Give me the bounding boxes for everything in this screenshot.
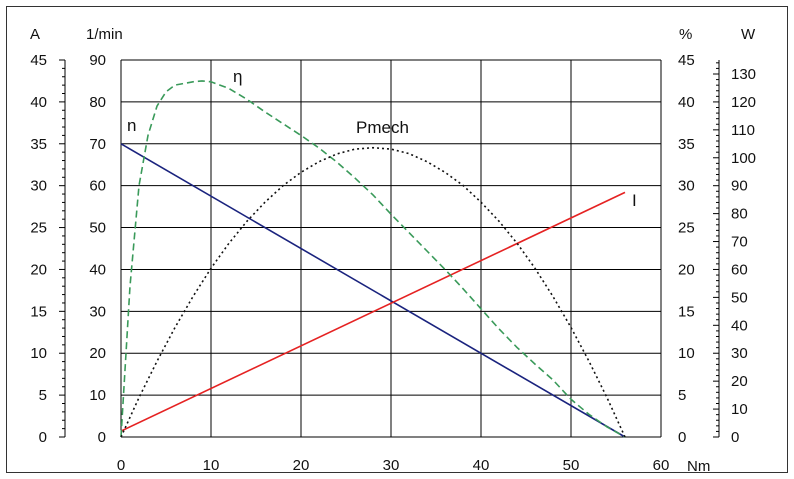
current-tick-label: 25 xyxy=(30,220,47,237)
gridlines xyxy=(120,59,662,438)
efficiency-tick-label: 30 xyxy=(678,178,695,195)
x-tick-label: 40 xyxy=(473,457,490,474)
power-tick-label: 10 xyxy=(731,401,748,418)
current-axis-unit: A xyxy=(30,26,40,43)
current-tick-label: 30 xyxy=(30,178,47,195)
efficiency-tick-label: 15 xyxy=(678,303,695,320)
speed-tick-label: 50 xyxy=(89,220,106,237)
efficiency-tick-label: 45 xyxy=(678,52,695,69)
power-tick-label: 60 xyxy=(731,261,748,278)
current-tick-label: 5 xyxy=(39,387,47,404)
power-tick-label: 70 xyxy=(731,234,748,251)
power-tick-label: 90 xyxy=(731,178,748,195)
power-tick-label: 0 xyxy=(731,429,739,446)
power-tick-label: 110 xyxy=(731,122,755,139)
power-tick-label: 30 xyxy=(731,345,748,362)
speed-axis-unit: 1/min xyxy=(86,26,123,43)
efficiency-tick-label: 5 xyxy=(678,387,686,404)
speed-tick-label: 90 xyxy=(89,52,106,69)
power-axis-unit: W xyxy=(741,26,756,43)
current-tick-label: 45 xyxy=(30,52,47,69)
x-tick-label: 10 xyxy=(203,457,220,474)
current-tick-label: 15 xyxy=(30,303,47,320)
power-tick-label: 80 xyxy=(731,206,748,223)
current-tick-label: 40 xyxy=(30,94,47,111)
speed-tick-label: 70 xyxy=(89,136,106,153)
speed-tick-label: 40 xyxy=(89,261,106,278)
series-line-eta xyxy=(120,80,626,438)
x-tick-label: 30 xyxy=(383,457,400,474)
series-lines xyxy=(120,80,626,438)
x-tick-label: 50 xyxy=(563,457,580,474)
efficiency-tick-label: 25 xyxy=(678,220,695,237)
series-label-pmech: Pmech xyxy=(356,118,409,137)
speed-tick-label: 0 xyxy=(98,429,106,446)
x-axis-unit: Nm xyxy=(687,458,710,475)
axes xyxy=(59,59,720,438)
current-tick-label: 20 xyxy=(30,261,47,278)
x-tick-label: 0 xyxy=(117,457,125,474)
current-tick-label: 10 xyxy=(30,345,47,362)
power-tick-label: 100 xyxy=(731,150,756,167)
efficiency-tick-label: 40 xyxy=(678,94,695,111)
series-line-n xyxy=(120,143,626,438)
series-line-i xyxy=(120,191,626,432)
speed-tick-label: 20 xyxy=(89,345,106,362)
speed-tick-label: 30 xyxy=(89,303,106,320)
series-label-current: I xyxy=(632,191,637,210)
series-label-n: n xyxy=(127,116,136,135)
efficiency-axis-unit: % xyxy=(679,26,692,43)
power-tick-label: 130 xyxy=(731,66,756,83)
x-tick-label: 20 xyxy=(293,457,310,474)
efficiency-tick-label: 10 xyxy=(678,345,695,362)
efficiency-tick-label: 20 xyxy=(678,261,695,278)
axis-labels: 051015202530354045A01020304050607080901/… xyxy=(30,26,756,475)
power-tick-label: 20 xyxy=(731,373,748,390)
power-tick-label: 120 xyxy=(731,94,756,111)
power-tick-label: 40 xyxy=(731,317,748,334)
series-line-pmech xyxy=(120,146,626,438)
speed-tick-label: 80 xyxy=(89,94,106,111)
efficiency-tick-label: 35 xyxy=(678,136,695,153)
current-tick-label: 0 xyxy=(39,429,47,446)
efficiency-tick-label: 0 xyxy=(678,429,686,446)
series-label-eta: η xyxy=(233,67,242,86)
speed-tick-label: 10 xyxy=(89,387,106,404)
current-tick-label: 35 xyxy=(30,136,47,153)
power-tick-label: 50 xyxy=(731,289,748,306)
x-tick-label: 60 xyxy=(653,457,670,474)
speed-tick-label: 60 xyxy=(89,178,106,195)
